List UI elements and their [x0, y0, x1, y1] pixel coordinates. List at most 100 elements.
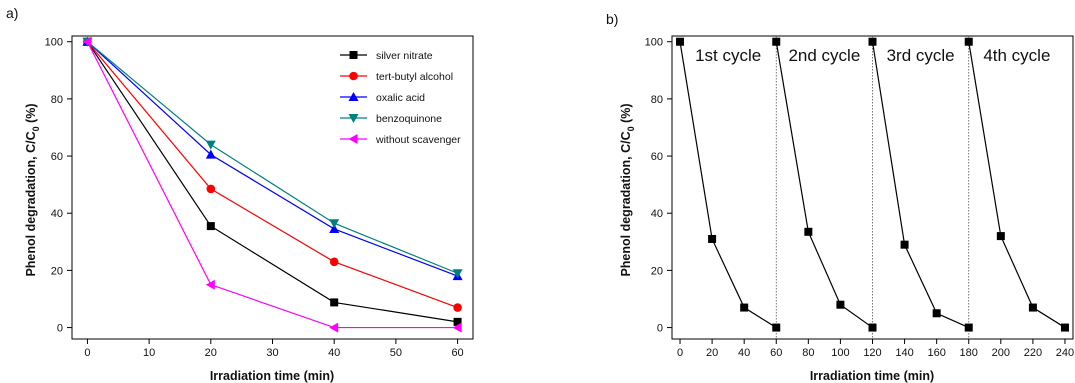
legend-label-silver-nitrate: silver nitrate	[376, 50, 433, 62]
data-point-without-scavenger	[82, 36, 92, 47]
y-tick-label: 40	[651, 208, 663, 220]
x-tick-label: 240	[1056, 347, 1074, 359]
panel-a-series	[82, 36, 463, 333]
x-tick-label: 50	[390, 347, 402, 359]
panel-b-cycle-labels: 1st cycle 2nd cycle 3rd cycle 4th cycle	[695, 46, 1050, 65]
data-point-tert-butyl-alcohol	[206, 184, 216, 194]
cycle-1-line	[679, 41, 777, 329]
data-point-without-scavenger	[205, 279, 215, 290]
data-point-oxalic-acid	[205, 149, 216, 159]
x-tick-label: 200	[992, 347, 1010, 359]
x-tick-label: 220	[1024, 347, 1042, 359]
legend-marker-tert-butyl-alcohol	[349, 71, 358, 81]
y-tick-label: 40	[51, 208, 63, 220]
panel-b-chart: b) 0 20 40 60 80 100 120 140 160 180 200 220 240 020…	[606, 11, 1074, 383]
cycle-2-point	[868, 323, 877, 332]
y-tick-label: 20	[651, 265, 663, 277]
x-tick-label: 160	[927, 347, 945, 359]
panel-a-legend: silver nitrate tert-butyl alcohol oxalic a…	[340, 50, 461, 146]
x-tick-label: 180	[960, 347, 978, 359]
y-tick-label: 20	[51, 265, 63, 277]
panel-a-y-axis-title-unit: (%)	[24, 103, 38, 126]
cycle-2-label: 2nd cycle	[788, 46, 860, 65]
legend-marker-silver-nitrate	[349, 51, 358, 59]
cycle-2-point	[772, 37, 781, 46]
x-tick-label: 20	[706, 347, 718, 359]
panel-b-y-axis: 0 20 40 60 80 100	[645, 37, 672, 335]
data-point-tert-butyl-alcohol	[453, 303, 462, 312]
series-line-oxalic-acid	[87, 41, 458, 277]
data-point-silver-nitrate	[206, 222, 215, 231]
series-line-silver-nitrate	[86, 41, 458, 323]
cycle-4-point	[1028, 303, 1037, 312]
cycle-4-point	[1060, 323, 1069, 332]
legend-label-oxalic-acid: oxalic acid	[376, 92, 425, 104]
cycle-4-label: 4th cycle	[983, 46, 1050, 65]
x-tick-label: 60	[451, 347, 463, 359]
x-tick-label: 0	[677, 347, 683, 359]
panel-b-y-axis-title-unit: (%)	[619, 103, 633, 126]
data-point-silver-nitrate	[453, 317, 462, 326]
x-tick-label: 100	[831, 347, 849, 359]
cycle-3-line	[871, 41, 969, 329]
data-point-silver-nitrate	[330, 298, 339, 307]
x-tick-label: 30	[266, 347, 278, 359]
y-tick-label: 100	[645, 37, 663, 49]
series-line-without-scavenger	[86, 41, 458, 329]
x-tick-label: 40	[738, 347, 750, 359]
panel-b-x-axis-title: Irradiation time (min)	[810, 369, 934, 383]
x-tick-label: 60	[770, 347, 782, 359]
y-tick-label: 60	[51, 151, 63, 163]
cycle-1-point	[676, 37, 685, 46]
panel-a-chart: a) 0 10 20 30 40 50 60 0 20 40 60 80 100 Irradiatio…	[6, 5, 474, 383]
y-tick-label: 0	[657, 323, 663, 335]
panel-b-x-axis: 0 20 40 60 80 100 120 140 160 180 200 220 240	[677, 339, 1074, 359]
x-tick-label: 140	[895, 347, 913, 359]
panel-b-y-axis-title: Phenol degradation, C/C0 (%)	[619, 103, 636, 276]
cycle-4-point	[964, 37, 973, 46]
legend-marker-benzoquinone	[348, 114, 359, 123]
cycle-4-line	[968, 41, 1066, 329]
y-tick-label: 80	[651, 94, 663, 106]
data-point-oxalic-acid	[329, 223, 340, 233]
panel-b-series	[676, 37, 1069, 332]
panel-b-cycle-separators	[775, 36, 970, 339]
legend-label-tert-butyl-alcohol: tert-butyl alcohol	[376, 71, 453, 83]
panel-a-y-axis: 0 20 40 60 80 100	[45, 37, 72, 335]
panel-a-x-axis: 0 10 20 30 40 50 60	[84, 339, 464, 359]
cycle-3-point	[900, 240, 909, 249]
data-point-without-scavenger	[452, 322, 462, 333]
y-tick-label: 60	[651, 151, 663, 163]
x-tick-label: 80	[802, 347, 814, 359]
cycle-2-line	[775, 41, 873, 329]
series-line-benzoquinone	[87, 41, 458, 274]
cycle-3-point	[932, 309, 941, 318]
data-point-benzoquinone	[452, 269, 463, 279]
series-line-tert-butyl-alcohol	[86, 41, 458, 309]
cycle-3-point	[868, 37, 877, 46]
data-point-benzoquinone	[329, 219, 340, 229]
y-tick-label: 0	[57, 323, 63, 335]
legend-label-without-scavenger: without scavenger	[375, 134, 461, 146]
x-tick-label: 40	[328, 347, 340, 359]
y-tick-label: 100	[45, 37, 63, 49]
x-tick-label: 0	[84, 347, 90, 359]
panel-a-y-axis-title-subscript: 0	[31, 126, 41, 131]
cycle-3-point	[964, 323, 973, 332]
x-tick-label: 10	[143, 347, 155, 359]
panel-a-label: a)	[6, 5, 18, 21]
panel-b-y-axis-title-subscript: 0	[626, 126, 636, 131]
panel-b-y-axis-title-main: Phenol degradation, C/C	[619, 131, 633, 276]
data-point-benzoquinone	[205, 140, 216, 150]
cycle-4-point	[996, 232, 1005, 241]
cycle-2-point	[804, 227, 813, 236]
cycle-1-point	[740, 303, 749, 312]
cycle-1-label: 1st cycle	[695, 46, 761, 65]
legend-label-benzoquinone: benzoquinone	[376, 113, 442, 125]
panel-b-label: b)	[606, 11, 618, 27]
y-tick-label: 80	[51, 94, 63, 106]
legend-marker-oxalic-acid	[348, 92, 359, 101]
cycle-1-point	[772, 323, 781, 332]
panel-a-y-axis-title-main: Phenol degradation, C/C	[24, 131, 38, 276]
